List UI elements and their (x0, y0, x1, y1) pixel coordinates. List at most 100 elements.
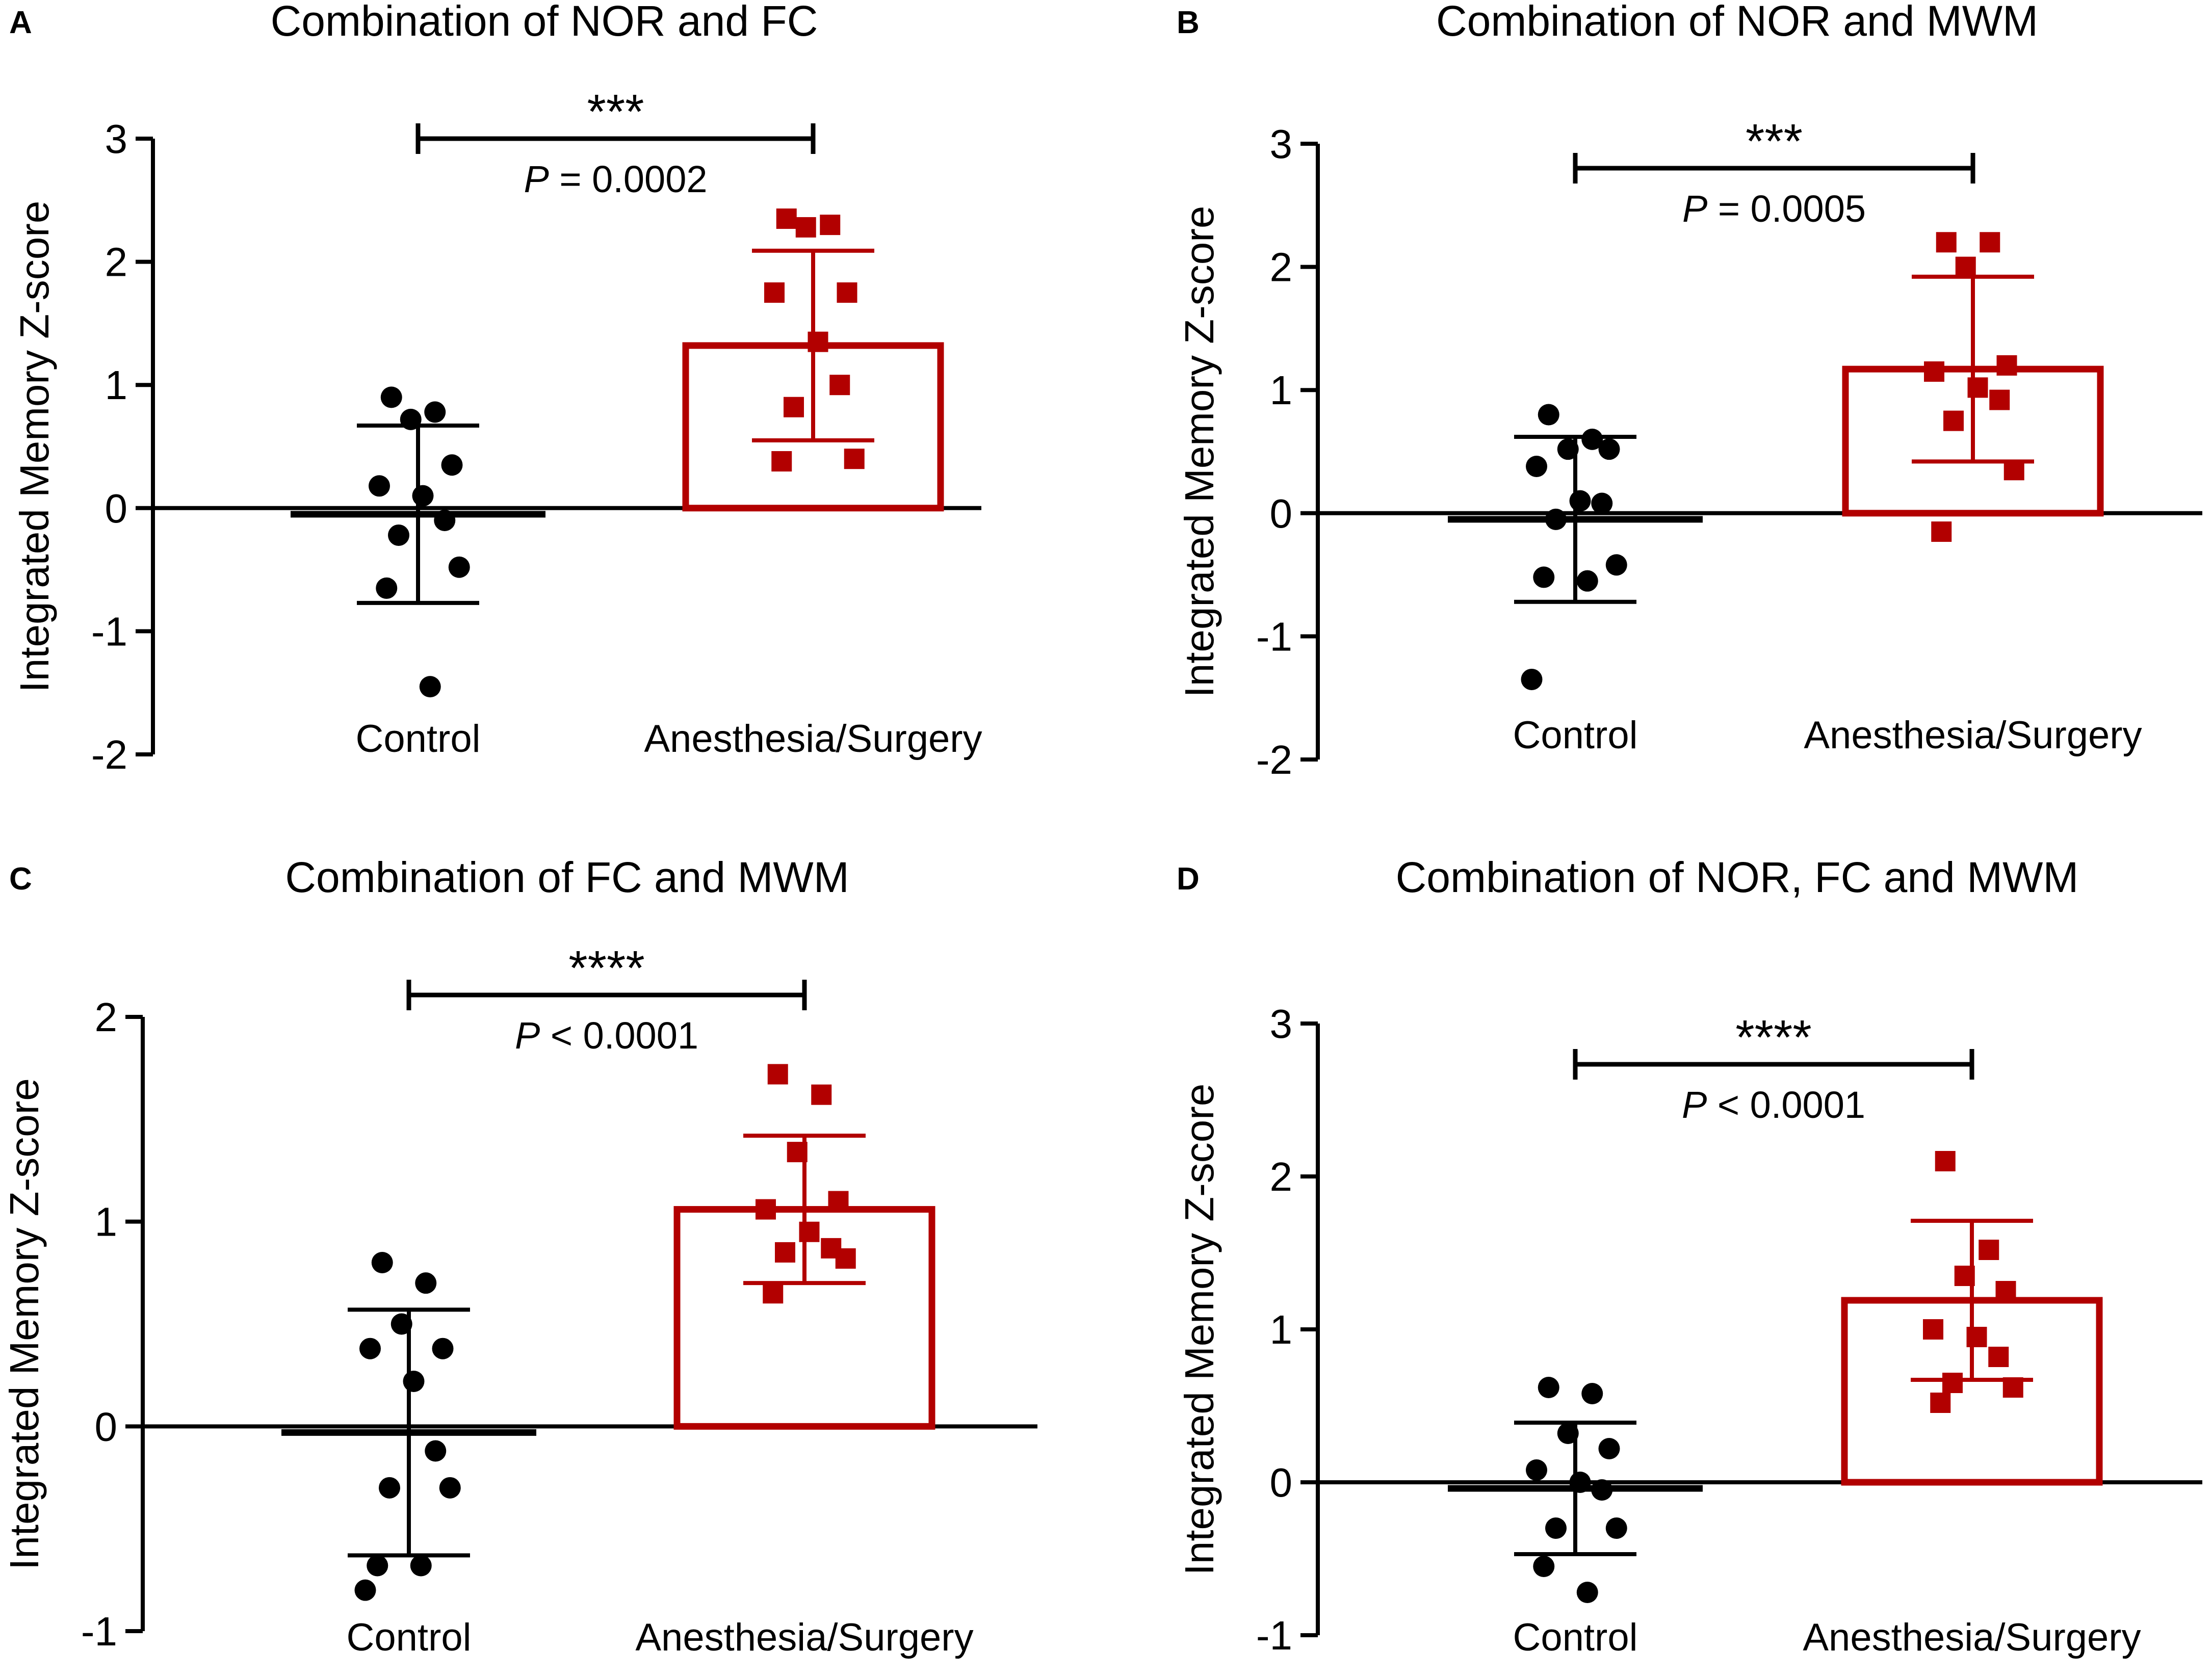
p-value-text-c: < 0.0001 (540, 1014, 698, 1057)
y-tick-label-b-4: 2 (1270, 245, 1293, 290)
data-point-b-1-7 (1943, 410, 1964, 431)
data-point-b-1-4 (1924, 361, 1944, 382)
data-point-d-0-9 (1533, 1556, 1555, 1577)
x-category-label-c-1: Anesthesia/Surgery (635, 1616, 973, 1659)
significance-stars-c: **** (568, 941, 644, 995)
data-point-a-0-4 (369, 475, 390, 497)
data-point-c-1-9 (763, 1283, 784, 1304)
y-tick-label-c-0: -1 (81, 1609, 117, 1654)
data-point-a-1-4 (764, 282, 785, 303)
data-point-b-0-3 (1598, 438, 1620, 460)
data-point-d-0-0 (1538, 1377, 1559, 1398)
panel-letter-b: B (1177, 5, 1200, 40)
data-point-c-0-5 (403, 1370, 425, 1392)
data-point-b-1-5 (1967, 377, 1988, 398)
data-point-a-1-7 (784, 397, 804, 417)
data-point-c-0-8 (439, 1477, 461, 1499)
y-tick-label-a-4: 2 (105, 240, 128, 285)
data-point-d-1-9 (1930, 1393, 1951, 1413)
data-point-c-0-10 (410, 1555, 432, 1577)
y-tick-label-d-3: 2 (1270, 1154, 1293, 1199)
p-value-label-b: P (1682, 188, 1707, 230)
data-point-d-0-1 (1581, 1383, 1603, 1404)
data-point-d-0-7 (1545, 1517, 1567, 1539)
significance-stars-b: *** (1746, 114, 1803, 169)
data-point-b-0-5 (1569, 490, 1591, 512)
y-tick-label-c-2: 1 (95, 1199, 118, 1245)
data-point-c-1-4 (756, 1199, 776, 1220)
panel-letter-d: D (1177, 861, 1200, 897)
y-tick-label-d-4: 3 (1270, 1001, 1293, 1046)
y-axis-label-d: Integrated Memory Z-score (1177, 1084, 1222, 1576)
data-point-a-1-1 (820, 215, 841, 235)
data-point-c-1-7 (775, 1242, 795, 1263)
y-tick-label-a-0: -2 (91, 732, 127, 777)
data-point-c-1-0 (767, 1064, 788, 1085)
panel-letter-a: A (9, 5, 32, 40)
chart-title-c: Combination of FC and MWM (285, 853, 849, 901)
x-category-label-d-0: Control (1513, 1616, 1638, 1659)
y-tick-label-b-0: -2 (1256, 737, 1292, 782)
data-point-d-0-8 (1605, 1517, 1627, 1539)
data-point-a-1-6 (829, 375, 850, 396)
y-tick-label-a-2: 0 (105, 486, 128, 531)
significance-stars-a: *** (587, 85, 644, 139)
data-point-a-0-8 (448, 556, 470, 578)
x-category-label-a-0: Control (356, 717, 481, 761)
data-point-b-1-2 (1955, 256, 1976, 277)
p-value-label-a: P (524, 158, 549, 200)
y-axis-label-c: Integrated Memory Z-score (2, 1078, 47, 1570)
data-point-d-1-4 (1923, 1319, 1943, 1340)
data-point-b-0-7 (1545, 508, 1567, 530)
y-tick-label-a-5: 3 (105, 116, 128, 162)
panel-letter-c: C (9, 861, 32, 897)
data-point-d-1-7 (1942, 1373, 1963, 1393)
data-point-c-1-3 (828, 1191, 849, 1212)
data-point-a-0-10 (419, 676, 441, 698)
y-axis-label-a: Integrated Memory Z-score (12, 201, 57, 693)
y-tick-label-b-5: 3 (1270, 121, 1293, 167)
data-point-d-1-3 (1995, 1281, 2016, 1301)
chart-title-b: Combination of NOR and MWM (1436, 0, 2038, 45)
p-value-text-a: = 0.0002 (549, 158, 708, 200)
data-point-c-0-6 (425, 1440, 447, 1462)
data-point-c-0-3 (432, 1338, 454, 1359)
data-point-d-0-6 (1591, 1479, 1613, 1501)
data-point-b-0-6 (1591, 492, 1613, 514)
data-point-a-0-0 (380, 386, 402, 408)
y-tick-label-b-3: 1 (1270, 368, 1293, 413)
chart-title-a: Combination of NOR and FC (271, 0, 818, 45)
y-tick-label-b-2: 0 (1270, 491, 1293, 536)
data-point-d-1-1 (1979, 1240, 1999, 1260)
data-point-a-1-9 (771, 451, 792, 471)
data-point-c-0-1 (415, 1272, 437, 1294)
data-point-a-1-3 (837, 282, 857, 303)
data-point-b-0-9 (1533, 566, 1555, 588)
data-point-b-0-11 (1521, 668, 1543, 690)
data-point-a-0-3 (441, 454, 463, 476)
data-point-a-0-6 (434, 509, 456, 531)
p-value-a: P = 0.0002 (524, 158, 707, 200)
y-axis-label-b: Integrated Memory Z-score (1177, 206, 1222, 698)
data-point-c-1-1 (811, 1084, 832, 1105)
y-tick-label-c-1: 0 (95, 1404, 118, 1449)
data-point-d-1-5 (1966, 1327, 1987, 1347)
data-point-b-1-6 (1989, 389, 2010, 410)
x-category-label-b-1: Anesthesia/Surgery (1804, 714, 2142, 757)
y-tick-label-b-1: -1 (1256, 614, 1292, 659)
x-category-label-d-1: Anesthesia/Surgery (1803, 1616, 2141, 1659)
data-point-b-1-9 (1931, 521, 1952, 542)
data-point-b-0-0 (1538, 404, 1559, 426)
data-point-c-1-5 (799, 1221, 820, 1242)
data-point-a-1-8 (844, 449, 865, 469)
data-point-d-0-4 (1526, 1459, 1547, 1481)
data-point-c-0-7 (379, 1477, 400, 1499)
data-point-b-1-0 (1936, 232, 1957, 253)
p-value-text-b: = 0.0005 (1707, 188, 1866, 230)
data-point-a-0-7 (388, 524, 409, 546)
p-value-label-c: P (515, 1014, 540, 1057)
data-point-a-1-2 (795, 217, 816, 238)
data-point-c-0-4 (359, 1338, 381, 1359)
data-point-a-1-5 (808, 331, 828, 352)
p-value-text-d: < 0.0001 (1707, 1084, 1865, 1126)
